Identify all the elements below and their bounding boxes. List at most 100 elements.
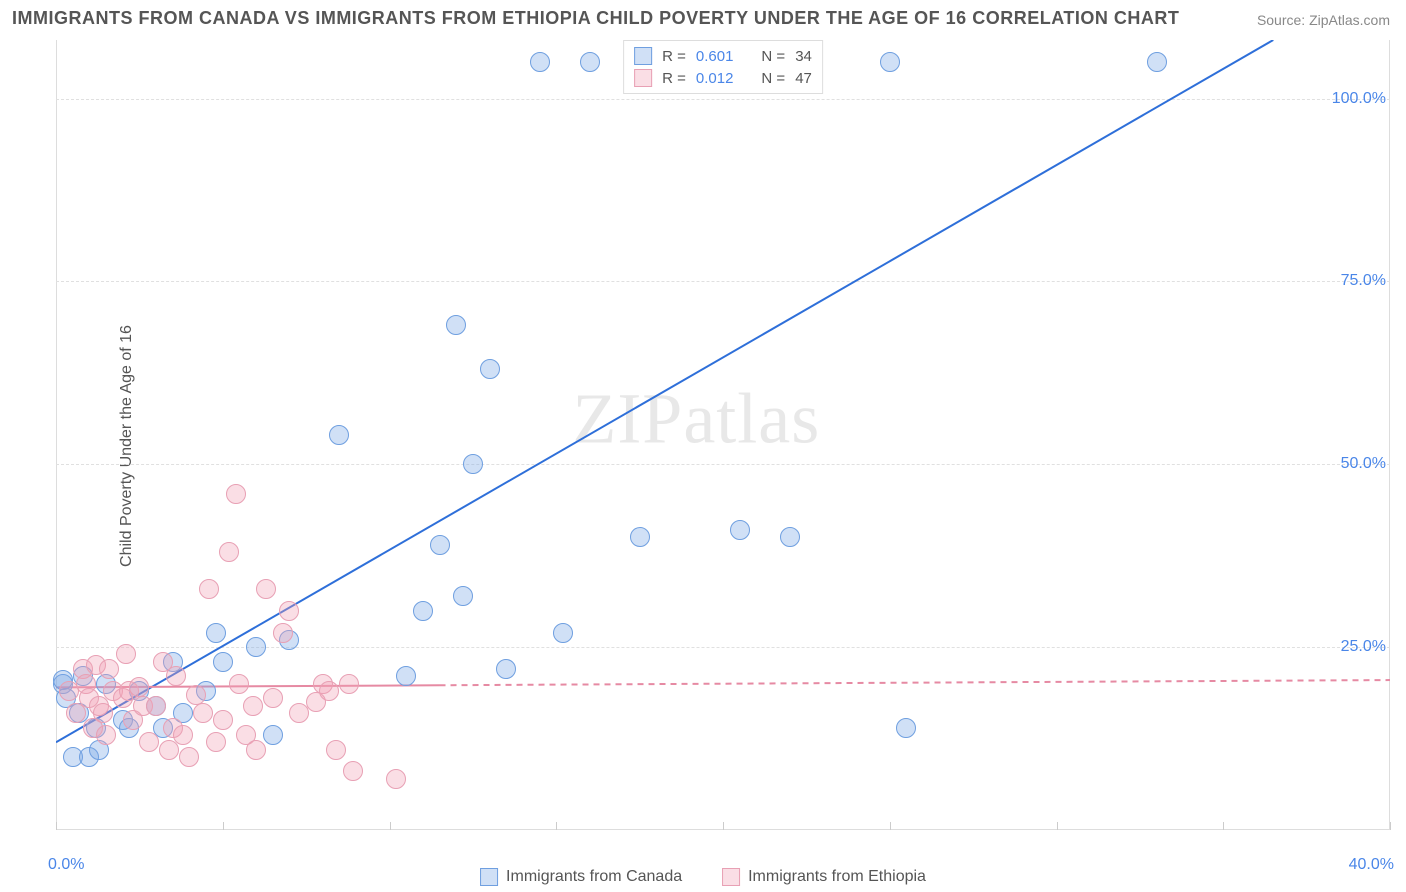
data-point-series-1 — [146, 696, 166, 716]
x-axis-max-label: 40.0% — [1349, 856, 1394, 874]
data-point-series-0 — [896, 718, 916, 738]
data-point-series-1 — [139, 732, 159, 752]
legend-r-value-1: 0.012 — [696, 70, 734, 87]
legend-row-series-0: R = 0.601 N = 34 — [634, 45, 812, 67]
chart-container: IMMIGRANTS FROM CANADA VS IMMIGRANTS FRO… — [0, 0, 1406, 892]
x-tick — [890, 822, 891, 830]
data-point-series-0 — [1147, 52, 1167, 72]
data-point-series-0 — [446, 315, 466, 335]
data-point-series-0 — [880, 52, 900, 72]
data-point-series-1 — [193, 703, 213, 723]
data-point-series-0 — [480, 359, 500, 379]
x-tick — [1057, 822, 1058, 830]
data-point-series-1 — [173, 725, 193, 745]
data-point-series-1 — [256, 579, 276, 599]
chart-title: IMMIGRANTS FROM CANADA VS IMMIGRANTS FRO… — [12, 8, 1179, 29]
legend-r-prefix-1: R = — [662, 70, 686, 87]
series-legend: Immigrants from Canada Immigrants from E… — [480, 868, 926, 886]
data-point-series-0 — [463, 454, 483, 474]
data-point-series-0 — [263, 725, 283, 745]
legend-r-value-0: 0.601 — [696, 48, 734, 65]
source-name: ZipAtlas.com — [1309, 12, 1390, 28]
legend-n-prefix-1: N = — [761, 70, 785, 87]
data-point-series-1 — [319, 681, 339, 701]
legend-swatch-bottom-canada — [480, 868, 498, 886]
data-point-series-0 — [730, 520, 750, 540]
data-point-series-1 — [263, 688, 283, 708]
legend-n-prefix-0: N = — [761, 48, 785, 65]
x-tick — [1223, 822, 1224, 830]
data-point-series-0 — [630, 527, 650, 547]
y-tick-label: 75.0% — [1341, 272, 1386, 290]
legend-swatch-ethiopia — [634, 69, 652, 87]
x-axis-min-label: 0.0% — [48, 856, 84, 874]
data-point-series-1 — [246, 740, 266, 760]
data-point-series-1 — [219, 542, 239, 562]
data-point-series-0 — [396, 666, 416, 686]
data-point-series-0 — [430, 535, 450, 555]
x-tick — [390, 822, 391, 830]
data-point-series-1 — [93, 703, 113, 723]
y-axis-line-left — [56, 40, 57, 830]
data-point-series-0 — [213, 652, 233, 672]
grid-line — [56, 281, 1390, 282]
data-point-series-1 — [273, 623, 293, 643]
legend-n-value-0: 34 — [795, 48, 812, 65]
data-point-series-1 — [339, 674, 359, 694]
legend-swatch-bottom-ethiopia — [722, 868, 740, 886]
data-point-series-1 — [179, 747, 199, 767]
legend-r-prefix-0: R = — [662, 48, 686, 65]
data-point-series-0 — [413, 601, 433, 621]
legend-label-ethiopia: Immigrants from Ethiopia — [748, 868, 926, 886]
data-point-series-1 — [343, 761, 363, 781]
data-point-series-0 — [553, 623, 573, 643]
data-point-series-1 — [166, 666, 186, 686]
x-tick — [1390, 822, 1391, 830]
x-tick — [556, 822, 557, 830]
data-point-series-1 — [96, 725, 116, 745]
correlation-legend: R = 0.601 N = 34 R = 0.012 N = 47 — [623, 40, 823, 94]
source-attribution: Source: ZipAtlas.com — [1257, 12, 1390, 28]
data-point-series-1 — [186, 685, 206, 705]
legend-label-canada: Immigrants from Canada — [506, 868, 682, 886]
data-point-series-1 — [213, 710, 233, 730]
watermark: ZIPatlas — [572, 378, 820, 461]
data-point-series-0 — [329, 425, 349, 445]
source-prefix: Source: — [1257, 12, 1309, 28]
legend-n-value-1: 47 — [795, 70, 812, 87]
y-tick-label: 25.0% — [1341, 638, 1386, 656]
y-tick-label: 100.0% — [1332, 90, 1386, 108]
x-tick — [723, 822, 724, 830]
data-point-series-1 — [116, 644, 136, 664]
data-point-series-1 — [326, 740, 346, 760]
data-point-series-1 — [229, 674, 249, 694]
data-point-series-1 — [386, 769, 406, 789]
data-point-series-1 — [199, 579, 219, 599]
data-point-series-1 — [99, 659, 119, 679]
data-point-series-0 — [206, 623, 226, 643]
data-point-series-1 — [243, 696, 263, 716]
legend-item-canada: Immigrants from Canada — [480, 868, 682, 886]
data-point-series-0 — [496, 659, 516, 679]
trend-line-series-0 — [56, 40, 1273, 742]
data-point-series-1 — [226, 484, 246, 504]
plot-area: ZIPatlas R = 0.601 N = 34 R = 0.012 N = … — [56, 40, 1390, 830]
grid-line — [56, 99, 1390, 100]
legend-row-series-1: R = 0.012 N = 47 — [634, 67, 812, 89]
data-point-series-1 — [129, 677, 149, 697]
x-tick — [56, 822, 57, 830]
trend-line-dashed-series-1 — [440, 680, 1390, 685]
legend-item-ethiopia: Immigrants from Ethiopia — [722, 868, 926, 886]
data-point-series-0 — [780, 527, 800, 547]
legend-swatch-canada — [634, 47, 652, 65]
data-point-series-0 — [530, 52, 550, 72]
y-axis-line-right — [1389, 40, 1390, 830]
data-point-series-0 — [580, 52, 600, 72]
data-point-series-0 — [453, 586, 473, 606]
data-point-series-0 — [246, 637, 266, 657]
data-point-series-1 — [279, 601, 299, 621]
data-point-series-1 — [206, 732, 226, 752]
grid-line — [56, 464, 1390, 465]
y-tick-label: 50.0% — [1341, 455, 1386, 473]
x-tick — [223, 822, 224, 830]
